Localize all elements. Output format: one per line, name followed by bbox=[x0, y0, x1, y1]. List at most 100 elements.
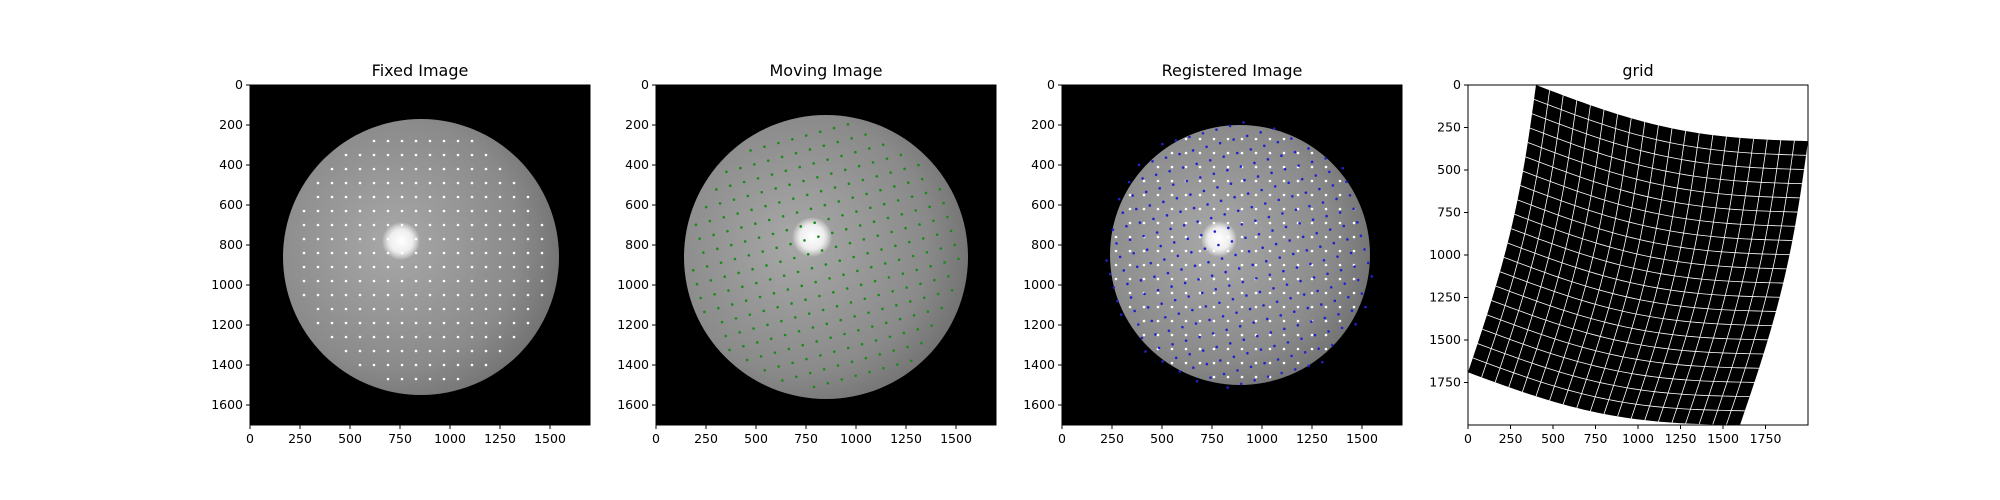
landmark-point bbox=[747, 253, 751, 257]
landmark-point bbox=[867, 311, 870, 314]
landmark-point bbox=[470, 265, 474, 269]
landmark-point bbox=[1202, 189, 1206, 193]
landmark-point bbox=[512, 307, 516, 311]
landmark-point bbox=[1155, 231, 1159, 234]
landmark-point bbox=[386, 377, 390, 381]
landmark-point bbox=[442, 167, 446, 171]
landmark-point bbox=[1301, 235, 1305, 239]
landmark-point bbox=[786, 288, 790, 291]
landmark-point bbox=[442, 363, 446, 367]
landmark-point bbox=[709, 279, 713, 282]
landmark-point bbox=[1195, 379, 1199, 383]
landmark-point bbox=[1226, 235, 1230, 239]
landmark-point bbox=[1114, 277, 1118, 281]
axes-frame bbox=[1061, 84, 1403, 426]
landmark-point bbox=[1239, 165, 1243, 168]
landmark-point bbox=[1337, 313, 1340, 316]
landmark-point bbox=[1128, 221, 1132, 225]
landmark-point bbox=[1245, 294, 1248, 297]
landmark-point bbox=[1188, 135, 1191, 139]
landmark-point bbox=[1279, 314, 1283, 317]
landmark-point bbox=[470, 139, 474, 143]
landmark-point bbox=[1310, 235, 1314, 239]
landmark-point bbox=[1283, 327, 1286, 331]
landmark-point bbox=[1296, 249, 1300, 253]
landmark-point bbox=[1213, 230, 1217, 233]
landmark-point bbox=[1296, 323, 1300, 327]
landmark-point bbox=[1250, 205, 1254, 209]
landmark-point bbox=[1242, 338, 1246, 342]
landmark-point bbox=[807, 312, 811, 315]
landmark-point bbox=[400, 377, 404, 381]
landmark-point bbox=[1237, 267, 1241, 270]
landmark-point bbox=[852, 255, 855, 259]
landmark-point bbox=[1245, 134, 1249, 138]
landmark-point bbox=[484, 167, 488, 171]
landmark-point bbox=[1200, 291, 1204, 295]
landmark-point bbox=[1146, 306, 1150, 309]
landmark-point bbox=[1142, 193, 1146, 197]
landmark-point bbox=[695, 282, 699, 286]
landmark-point bbox=[1296, 361, 1300, 365]
landmark-point bbox=[891, 289, 894, 293]
landmark-point bbox=[808, 371, 812, 375]
landmark-point bbox=[1296, 333, 1300, 337]
landmark-point bbox=[1111, 228, 1115, 232]
landmark-point bbox=[1239, 382, 1243, 386]
landmark-point bbox=[1338, 319, 1342, 323]
landmark-point bbox=[386, 139, 390, 143]
landmark-point bbox=[428, 251, 432, 255]
landmark-point bbox=[428, 153, 432, 157]
landmark-point bbox=[822, 367, 826, 371]
landmark-point bbox=[1254, 207, 1258, 211]
landmark-point bbox=[759, 355, 763, 358]
landmark-point bbox=[302, 251, 306, 255]
landmark-point bbox=[1272, 127, 1276, 130]
landmark-points bbox=[691, 123, 960, 389]
landmark-point bbox=[428, 139, 432, 143]
landmark-point bbox=[1198, 335, 1201, 339]
landmark-point bbox=[918, 223, 921, 226]
image-area bbox=[1062, 85, 1402, 425]
landmark-point bbox=[1268, 277, 1272, 281]
landmark-point bbox=[442, 349, 446, 353]
landmark-point bbox=[1238, 324, 1242, 328]
landmark-point bbox=[1198, 319, 1202, 323]
landmark-point bbox=[1296, 179, 1300, 183]
landmark-point bbox=[816, 175, 819, 179]
landmark-point bbox=[854, 150, 857, 154]
grid-line bbox=[1482, 328, 1755, 383]
landmark-point bbox=[1254, 263, 1258, 267]
landmark-point bbox=[1216, 186, 1219, 189]
landmark-point bbox=[1174, 356, 1178, 360]
landmark-point bbox=[858, 224, 862, 227]
landmark-point bbox=[456, 209, 460, 213]
landmark-point bbox=[1184, 361, 1188, 365]
landmark-point bbox=[400, 181, 404, 185]
landmark-point bbox=[1196, 220, 1199, 223]
panel-3: Registered Image 0 250 500 750 1000 1250 1500 0 2… bbox=[1023, 61, 1403, 446]
landmark-point bbox=[428, 307, 432, 311]
axes-frame bbox=[655, 84, 997, 426]
landmark-point bbox=[1227, 284, 1231, 287]
y-tick-label: 1000 bbox=[617, 277, 649, 292]
y-tick-label: 0 bbox=[235, 77, 243, 92]
landmark-point bbox=[372, 349, 376, 353]
landmark-point bbox=[843, 332, 846, 336]
landmark-point bbox=[1254, 151, 1258, 155]
x-tick-label: 1750 bbox=[1750, 431, 1782, 446]
landmark-point bbox=[512, 251, 516, 255]
landmark-point bbox=[1300, 337, 1303, 341]
grid-line bbox=[1726, 140, 1795, 425]
landmark-point bbox=[817, 235, 820, 238]
landmark-point bbox=[1240, 333, 1244, 337]
landmark-point bbox=[800, 284, 804, 288]
landmark-point bbox=[855, 210, 858, 213]
landmark-point bbox=[484, 265, 488, 269]
landmark-point bbox=[1135, 207, 1138, 211]
landmark-point bbox=[879, 188, 882, 192]
landmark-point bbox=[1286, 341, 1290, 344]
landmark-point bbox=[1142, 319, 1146, 323]
grid-line bbox=[1712, 140, 1782, 425]
landmark-point bbox=[712, 233, 715, 237]
